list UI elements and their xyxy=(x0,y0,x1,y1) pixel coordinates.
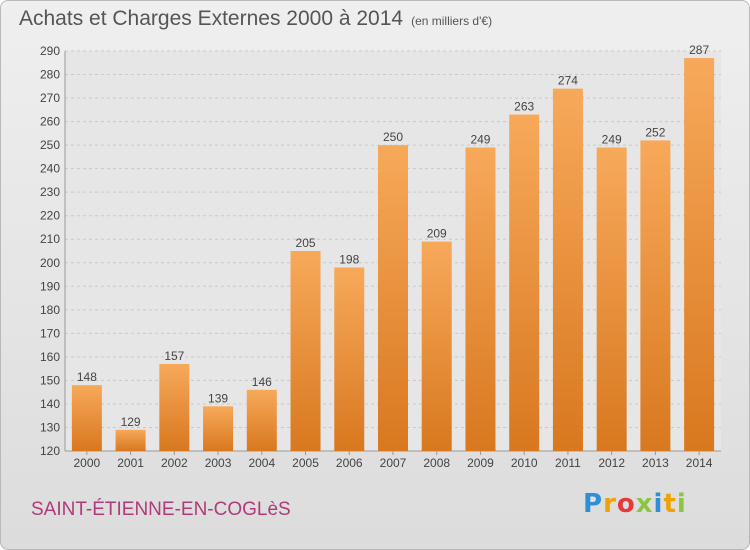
y-tick-label: 190 xyxy=(40,279,60,293)
x-tick-label: 2005 xyxy=(292,456,319,470)
x-tick-label: 2013 xyxy=(642,456,669,470)
data-label: 129 xyxy=(121,415,141,429)
x-tick-label: 2011 xyxy=(555,456,581,470)
y-tick-label: 170 xyxy=(40,326,60,340)
bar-2012 xyxy=(596,147,627,451)
place-name: SAINT-ÉTIENNE-EN-COGLèS xyxy=(31,499,291,520)
bar-2014 xyxy=(684,58,715,451)
x-tick-label: 2008 xyxy=(423,456,450,470)
data-label: 287 xyxy=(689,43,709,57)
chart-title: Achats et Charges Externes 2000 à 2014 (e… xyxy=(19,7,492,31)
y-tick-label: 240 xyxy=(40,162,60,176)
y-tick-label: 180 xyxy=(40,303,60,317)
y-tick-label: 160 xyxy=(40,350,60,364)
y-tick-label: 290 xyxy=(40,44,60,58)
y-tick-label: 270 xyxy=(40,91,60,105)
unit-note: (en milliers d'€) xyxy=(411,14,493,28)
data-label: 250 xyxy=(383,130,403,144)
x-tick-label: 2006 xyxy=(336,456,363,470)
y-tick-label: 120 xyxy=(40,444,60,458)
logo-letter: x xyxy=(635,489,654,519)
data-label: 148 xyxy=(77,370,97,384)
data-label: 139 xyxy=(208,391,228,405)
bar-2013 xyxy=(640,140,671,452)
logo-letter: i xyxy=(653,489,664,519)
data-label: 249 xyxy=(602,132,622,146)
bar-2010 xyxy=(509,114,540,451)
x-tick-label: 2003 xyxy=(205,456,232,470)
data-label: 205 xyxy=(296,236,316,250)
chart-title-text: Achats et Charges Externes 2000 à 2014 xyxy=(19,7,404,30)
data-label: 209 xyxy=(427,227,447,241)
logo-letter: t xyxy=(663,489,677,519)
bar-2011 xyxy=(552,88,583,451)
data-label: 157 xyxy=(164,349,184,363)
bar-2000 xyxy=(71,385,102,451)
y-tick-label: 260 xyxy=(40,115,60,129)
x-tick-label: 2002 xyxy=(161,456,188,470)
x-tick-label: 2009 xyxy=(467,456,494,470)
y-tick-label: 130 xyxy=(40,420,60,434)
x-tick-label: 2010 xyxy=(511,456,538,470)
logo-letter: o xyxy=(616,489,636,519)
data-label: 146 xyxy=(252,375,272,389)
x-tick-label: 2000 xyxy=(74,456,101,470)
bar-2006 xyxy=(334,267,365,451)
y-tick-label: 210 xyxy=(40,232,60,246)
x-tick-label: 2012 xyxy=(598,456,625,470)
bar-2009 xyxy=(465,147,496,451)
bar-2001 xyxy=(115,429,146,451)
y-tick-label: 200 xyxy=(40,256,60,270)
x-tick-label: 2004 xyxy=(248,456,275,470)
y-tick-label: 140 xyxy=(40,397,60,411)
y-tick-label: 280 xyxy=(40,68,60,82)
y-tick-label: 150 xyxy=(40,373,60,387)
y-tick-label: 230 xyxy=(40,185,60,199)
logo-letter: i xyxy=(676,489,687,519)
proxiti-logo: Proxiti xyxy=(583,489,687,519)
x-tick-label: 2001 xyxy=(117,456,144,470)
logo-letter: P xyxy=(583,489,604,519)
data-label: 252 xyxy=(645,125,665,139)
y-tick-label: 220 xyxy=(40,209,60,223)
bar-2005 xyxy=(290,251,321,451)
bar-2002 xyxy=(159,363,190,451)
bar-2004 xyxy=(246,389,277,451)
data-label: 249 xyxy=(470,132,490,146)
logo-letter: r xyxy=(603,489,617,519)
x-tick-label: 2007 xyxy=(380,456,407,470)
x-tick-label: 2014 xyxy=(686,456,713,470)
y-tick-label: 250 xyxy=(40,138,60,152)
data-label: 274 xyxy=(558,74,578,88)
bar-2003 xyxy=(203,406,234,451)
data-label: 263 xyxy=(514,100,534,114)
bar-2008 xyxy=(421,241,452,451)
bar-2007 xyxy=(378,145,408,451)
data-label: 198 xyxy=(339,252,359,266)
